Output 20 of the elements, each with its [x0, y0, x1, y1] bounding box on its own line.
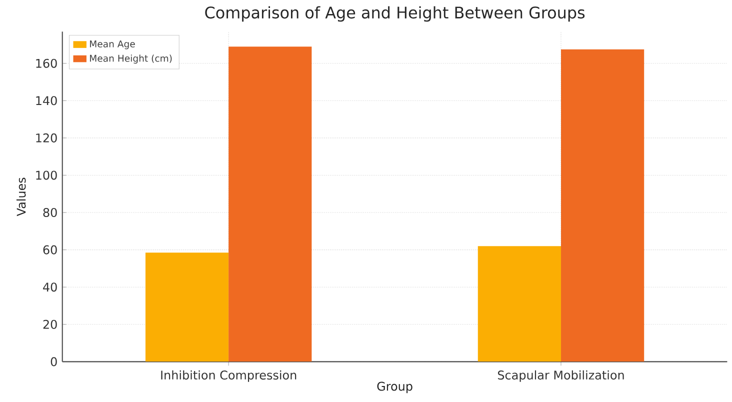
bar: [145, 252, 229, 362]
y-tick-label: 40: [43, 282, 57, 292]
x-axis-title: Group: [377, 382, 412, 394]
x-tick-label: Scapular Mobilization: [498, 370, 624, 382]
y-tick-label: 80: [43, 208, 57, 218]
bar: [560, 49, 644, 362]
bar: [228, 46, 312, 362]
y-tick-label: 0: [50, 357, 57, 366]
legend-label: Mean Age: [90, 40, 135, 50]
y-tick-label: 60: [43, 245, 57, 254]
x-tick-label: Inhibition Compression: [161, 370, 296, 382]
y-tick-label: 160: [36, 58, 57, 68]
legend-label: Mean Height (cm): [90, 54, 172, 64]
chart-title: Comparison of Age and Height Between Groups: [205, 6, 585, 22]
y-tick-label: 140: [36, 96, 57, 106]
bar: [478, 246, 561, 362]
y-axis-title: Values: [16, 178, 26, 216]
y-tick-label: 20: [43, 320, 57, 329]
y-tick-label: 100: [36, 170, 57, 180]
y-tick-label: 120: [36, 133, 57, 142]
